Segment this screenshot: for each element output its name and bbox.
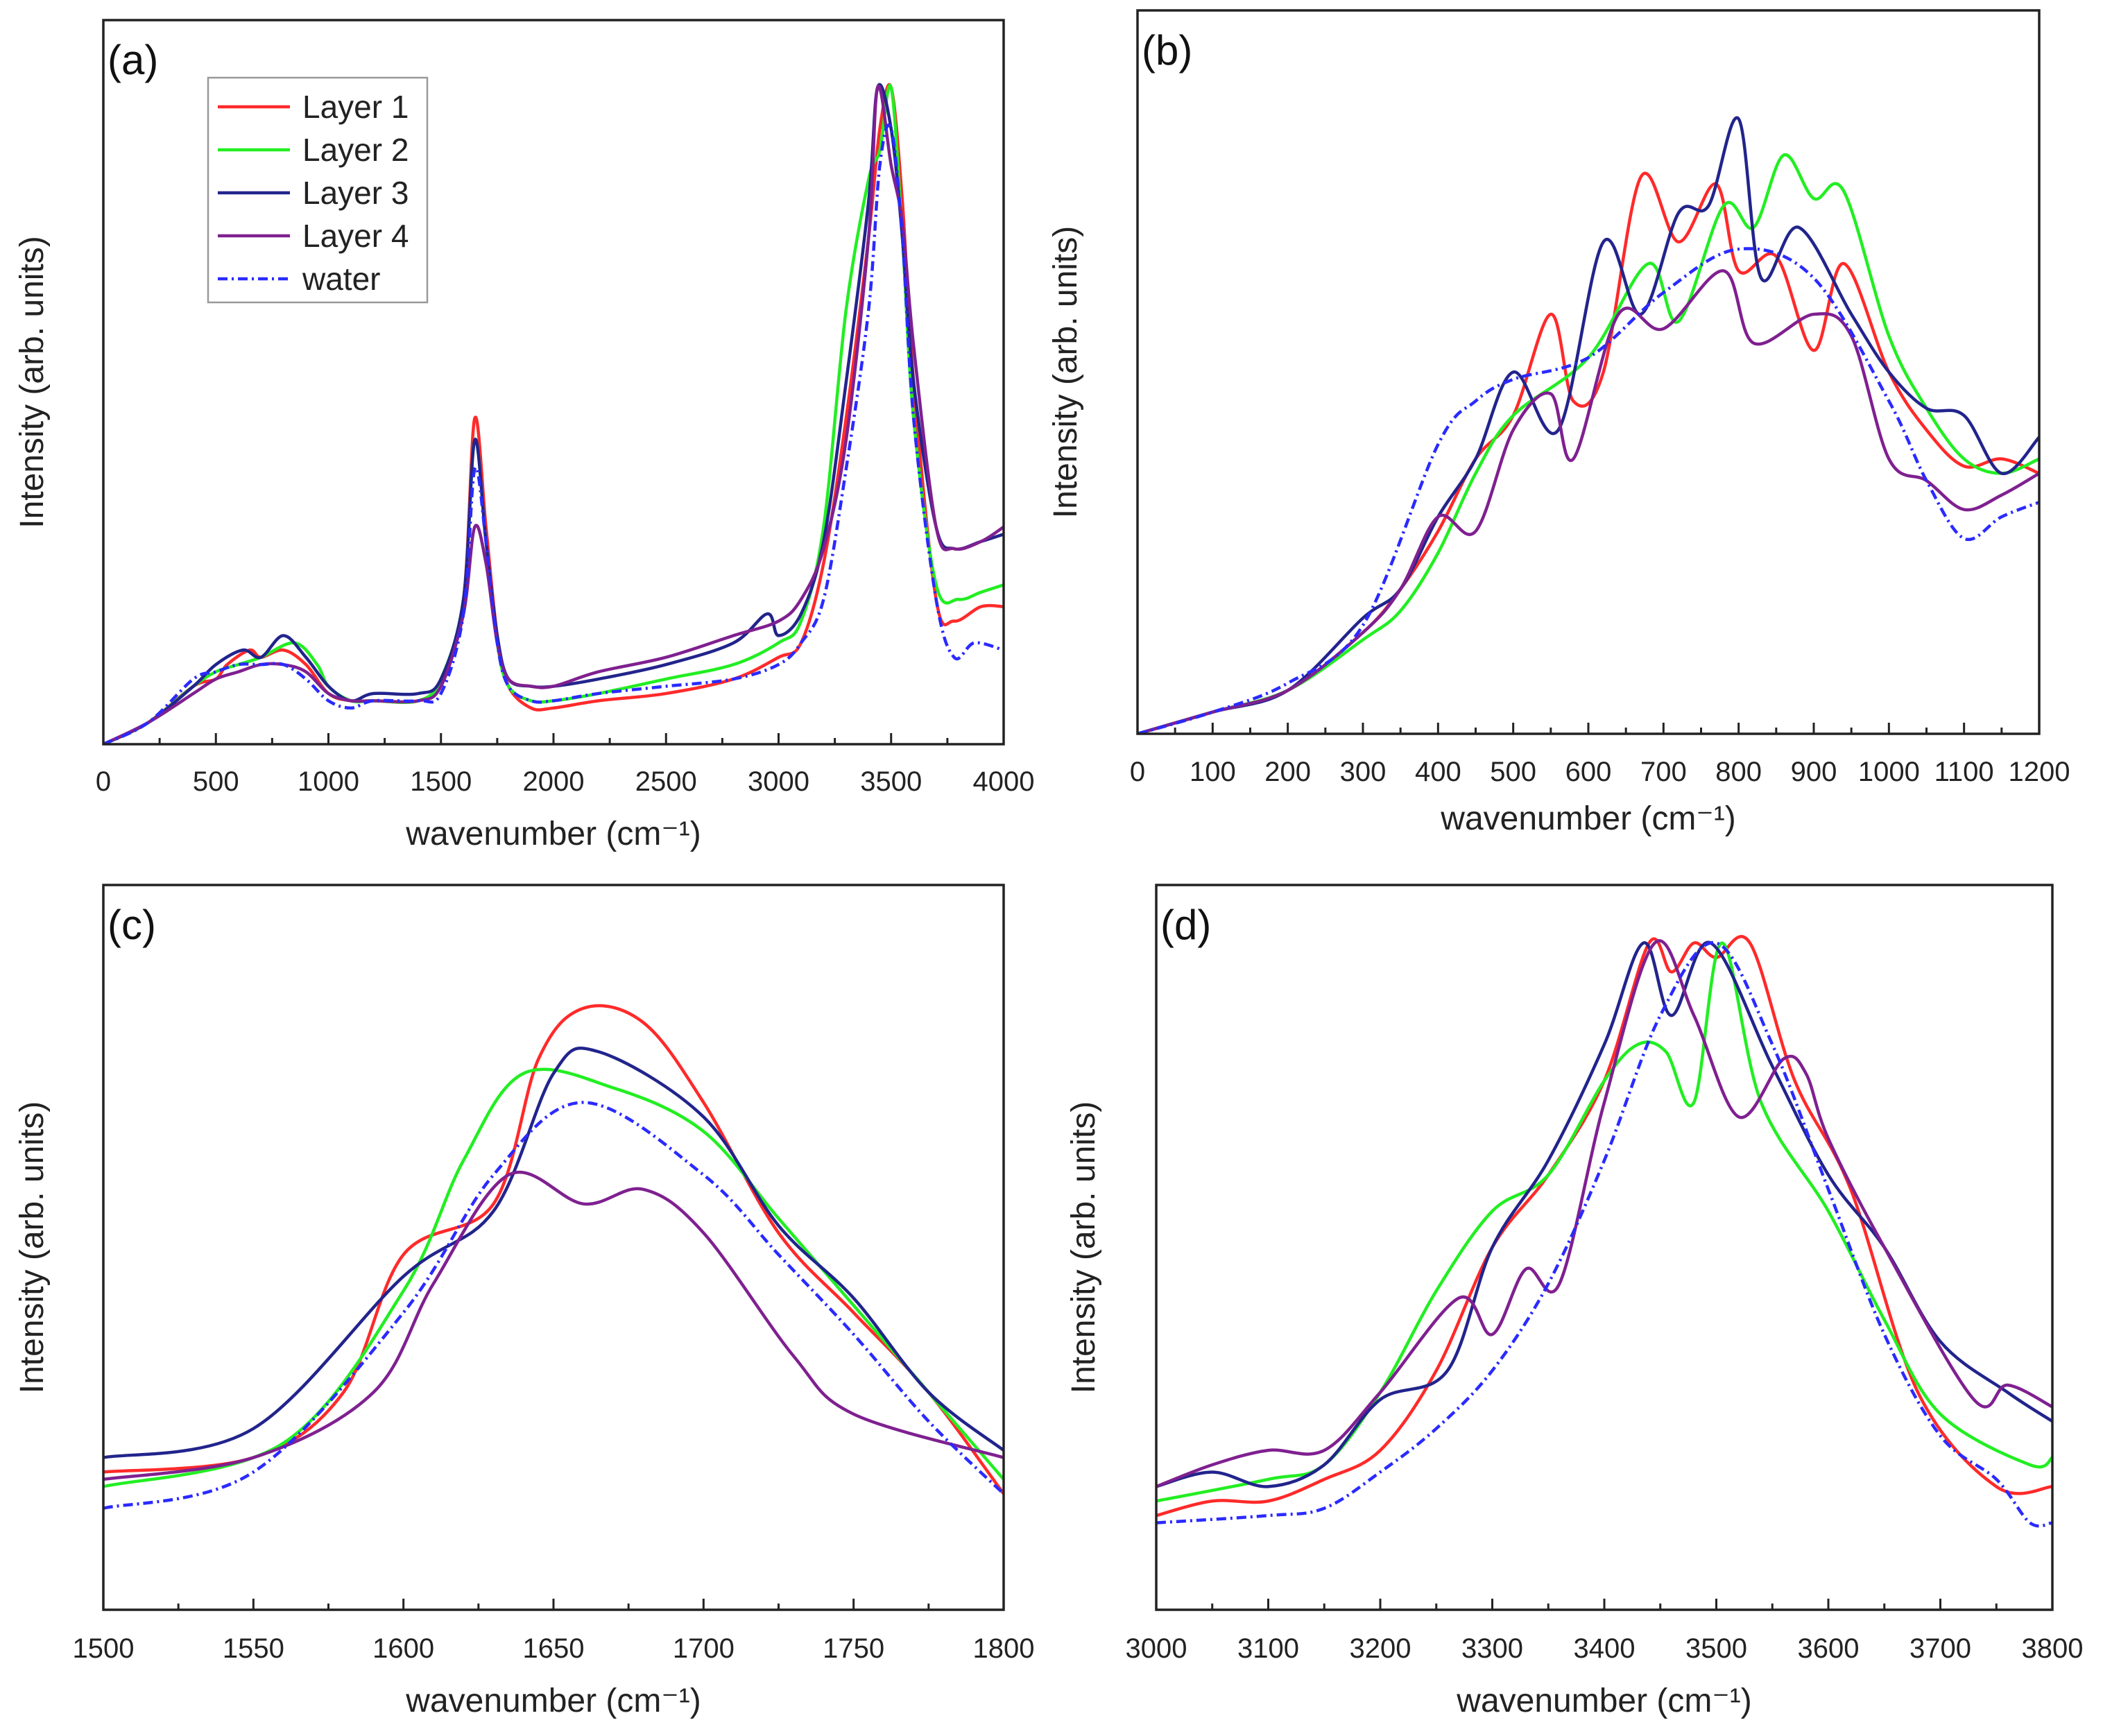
x-tick-label: 3500	[1685, 1633, 1747, 1664]
legend-entry: Layer 3	[302, 175, 409, 211]
series-line-layer-1	[103, 83, 1004, 744]
x-tick-label: 3000	[1126, 1633, 1187, 1664]
x-tick-label: 300	[1340, 757, 1387, 787]
y-axis-label: Intensity (arb. units)	[14, 1101, 51, 1394]
series-line-layer-1	[103, 1004, 1004, 1495]
series-line-water	[103, 123, 1004, 744]
x-tick-label: 1500	[410, 766, 472, 797]
series-line-layer-3	[1138, 116, 2039, 734]
legend-entry: Layer 1	[302, 89, 409, 125]
x-tick-label: 500	[193, 766, 239, 797]
panel-c: 1500 1550 1600 1650 1700 1750 1800 (c) wavenumbe…	[14, 884, 1035, 1719]
x-tick-label: 0	[96, 766, 111, 797]
panel-label: (d)	[1160, 902, 1211, 948]
x-tick-label: 1650	[523, 1633, 585, 1664]
plot-frame	[102, 884, 1005, 1611]
x-tick-label: 1000	[298, 766, 359, 797]
panel-label: (c)	[108, 902, 156, 948]
plot-frame	[102, 19, 1005, 746]
panel-b: 0 100 200 300 400 500 600 700 800 900 1000 1100 1200…	[1047, 9, 2070, 837]
series-line-layer-2	[103, 1067, 1004, 1488]
series-line-layer-4	[1138, 269, 2039, 734]
series-line-layer-3	[103, 83, 1004, 744]
x-tick-label: 3700	[1909, 1633, 1971, 1664]
x-tick-label: 3800	[2022, 1633, 2084, 1664]
panel-label: (a)	[108, 37, 158, 83]
x-tick-label: 1200	[2009, 757, 2070, 787]
x-tick-label: 800	[1715, 757, 1762, 787]
x-tick-label: 3100	[1237, 1633, 1299, 1664]
x-tick-label: 0	[1130, 757, 1145, 787]
x-tick-label: 700	[1640, 757, 1687, 787]
legend: Layer 1 Layer 2 Layer 3 Layer 4 water	[207, 76, 429, 304]
x-tick-label: 3000	[748, 766, 809, 797]
series-line-water	[1156, 940, 2052, 1528]
x-tick-label: 2000	[523, 766, 585, 797]
legend-box	[207, 76, 429, 304]
x-tick-label: 1550	[223, 1633, 284, 1664]
y-axis-label: Intensity (arb. units)	[1047, 226, 1084, 519]
plot-frame	[1155, 884, 2054, 1611]
x-tick-label: 1600	[372, 1633, 434, 1664]
x-tick-label: 900	[1791, 757, 1837, 787]
series-line-layer-2	[1156, 941, 2052, 1503]
x-axis-label: wavenumber (cm⁻¹)	[1456, 1683, 1751, 1719]
x-tick-label: 600	[1565, 757, 1612, 787]
x-tick-label: 2500	[635, 766, 697, 797]
legend-entry: water	[302, 261, 380, 297]
x-tick-label: 200	[1264, 757, 1311, 787]
legend-entry: Layer 2	[302, 132, 409, 168]
series-line-layer-1	[1156, 935, 2052, 1518]
x-tick-label: 400	[1415, 757, 1461, 787]
x-tick-label: 3300	[1461, 1633, 1523, 1664]
x-tick-label: 4000	[973, 766, 1035, 797]
series-line-water	[1138, 247, 2039, 734]
x-tick-label: 3400	[1574, 1633, 1636, 1664]
y-axis-label: Intensity (arb. units)	[14, 236, 51, 528]
x-tick-label: 1800	[973, 1633, 1035, 1664]
series-line-layer-3	[103, 1047, 1004, 1459]
x-tick-label: 100	[1190, 757, 1236, 787]
panel-d: 3000 3100 3200 3300 3400 3500 3600 3700 3800 (d) w…	[1065, 884, 2084, 1719]
x-tick-label: 1100	[1934, 757, 1994, 787]
x-tick-label: 1750	[823, 1633, 884, 1664]
x-tick-label: 3600	[1798, 1633, 1860, 1664]
series-line-layer-2	[1138, 153, 2039, 734]
series-line-layer-4	[1156, 939, 2052, 1488]
series-line-layer-4	[103, 1170, 1004, 1481]
panel-a: 0 500 1000 1500 2000 2500 3000 3500 4000 (a) waven…	[14, 19, 1035, 852]
series-line-layer-4	[103, 84, 1004, 744]
x-tick-label: 1500	[73, 1633, 135, 1664]
series-line-water	[103, 1101, 1004, 1510]
plot-frame	[1136, 9, 2041, 735]
x-tick-label: 3200	[1350, 1633, 1411, 1664]
x-tick-label: 3500	[860, 766, 922, 797]
x-tick-label: 1700	[673, 1633, 735, 1664]
x-axis-label: wavenumber (cm⁻¹)	[405, 816, 701, 852]
panel-label: (b)	[1142, 27, 1192, 74]
series-line-layer-1	[1138, 171, 2039, 734]
x-axis-label: wavenumber (cm⁻¹)	[1440, 800, 1735, 837]
x-tick-label: 1000	[1858, 757, 1920, 787]
x-tick-label: 500	[1490, 757, 1536, 787]
y-axis-label: Intensity (arb. units)	[1065, 1101, 1102, 1394]
series-line-layer-3	[1156, 940, 2052, 1488]
legend-entry: Layer 4	[302, 218, 409, 254]
x-axis-label: wavenumber (cm⁻¹)	[405, 1683, 701, 1719]
